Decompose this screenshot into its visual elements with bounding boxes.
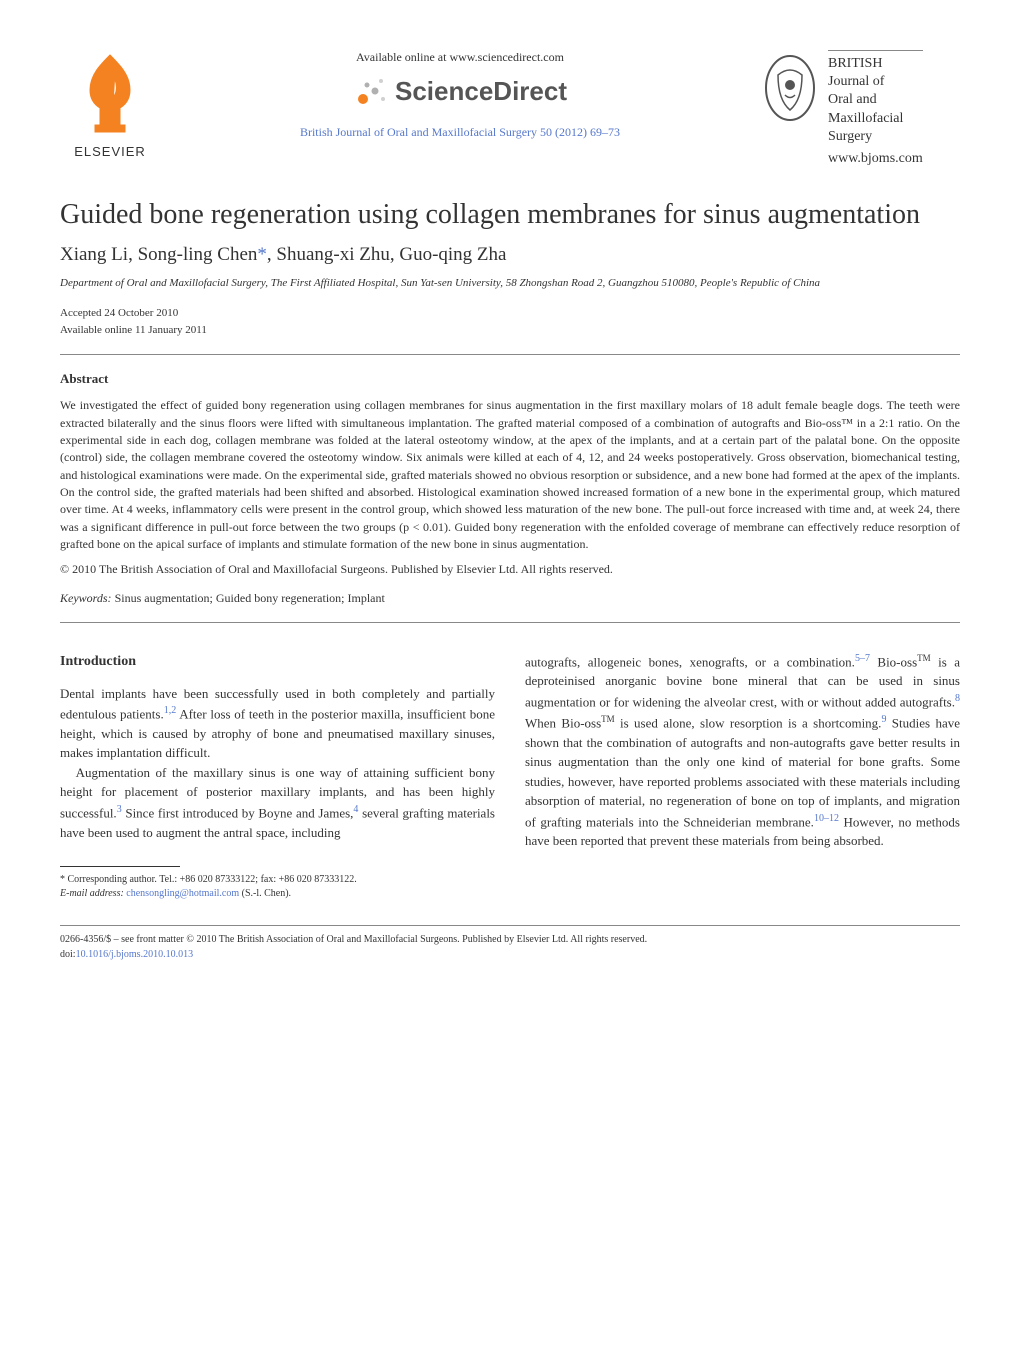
abstract-copyright: © 2010 The British Association of Oral a… [60,562,960,577]
intro-para-continued: autografts, allogeneic bones, xenografts… [525,651,960,851]
header-row: ELSEVIER Available online at www.science… [60,50,960,168]
authors-line: Xiang Li, Song-ling Chen*, Shuang-xi Zhu… [60,244,960,266]
sciencedirect-logo: ScienceDirect [180,73,740,109]
journal-name-line5: Surgery [828,128,923,146]
journal-name-line2: Journal of [828,73,923,91]
elsevier-tree-icon [70,50,150,140]
journal-name-line1: BRITISH [828,55,923,73]
footnote-rule [60,866,180,867]
email-suffix: (S.-l. Chen). [239,888,291,899]
elsevier-logo-block: ELSEVIER [60,50,160,159]
affiliation: Department of Oral and Maxillofacial Sur… [60,276,960,291]
authors-prefix: Xiang Li, Song-ling Chen [60,244,257,265]
corr-email[interactable]: chensongling@hotmail.com [126,888,239,899]
journal-crest-icon [760,50,820,130]
center-header: Available online at www.sciencedirect.co… [160,50,760,140]
ref-10-12[interactable]: 10–12 [814,813,839,824]
available-date: Available online 11 January 2011 [60,322,960,339]
keywords-values: Sinus augmentation; Guided bony regenera… [112,591,385,605]
email-line: E-mail address: chensongling@hotmail.com… [60,887,495,901]
journal-title-box: BRITISH Journal of Oral and Maxillofacia… [828,50,923,168]
journal-name-line4: Maxillofacial [828,110,923,128]
body-columns: Introduction Dental implants have been s… [60,651,960,902]
dates-block: Accepted 24 October 2010 Available onlin… [60,305,960,338]
keywords-line: Keywords: Sinus augmentation; Guided bon… [60,591,960,606]
intro-para1: Dental implants have been successfully u… [60,684,495,763]
footer-block: 0266-4356/$ – see front matter © 2010 Th… [60,932,960,962]
introduction-heading: Introduction [60,651,495,672]
intro-para2: Augmentation of the maxillary sinus is o… [60,763,495,842]
journal-logo-block: BRITISH Journal of Oral and Maxillofacia… [760,50,960,168]
doi-line: doi:10.1016/j.bjoms.2010.10.013 [60,947,960,962]
journal-name-line3: Oral and [828,91,923,109]
keywords-label: Keywords: [60,591,112,605]
journal-citation[interactable]: British Journal of Oral and Maxillofacia… [180,125,740,140]
rule-top [60,354,960,355]
sciencedirect-icon [353,73,389,109]
tm-2: TM [601,714,615,724]
ref-5-7[interactable]: 5–7 [855,653,870,664]
ref-1-2[interactable]: 1,2 [164,705,177,716]
abstract-text: We investigated the effect of guided bon… [60,397,960,554]
available-online-text: Available online at www.sciencedirect.co… [180,50,740,65]
journal-url[interactable]: www.bjoms.com [828,150,923,168]
rule-bottom-abstract [60,622,960,623]
doi-link[interactable]: 10.1016/j.bjoms.2010.10.013 [76,949,194,960]
issn-line: 0266-4356/$ – see front matter © 2010 Th… [60,932,960,947]
corr-author-line: * Corresponding author. Tel.: +86 020 87… [60,873,495,887]
doi-label: doi: [60,949,76,960]
ref-8[interactable]: 8 [955,693,960,704]
right-column: autografts, allogeneic bones, xenografts… [525,651,960,902]
accepted-date: Accepted 24 October 2010 [60,305,960,322]
abstract-heading: Abstract [60,371,960,387]
elsevier-publisher-text: ELSEVIER [74,144,146,159]
authors-suffix: , Shuang-xi Zhu, Guo-qing Zha [267,244,507,265]
corresponding-marker[interactable]: * [257,244,267,265]
footer-rule [60,925,960,926]
left-column: Introduction Dental implants have been s… [60,651,495,902]
corresponding-footnote: * Corresponding author. Tel.: +86 020 87… [60,873,495,901]
sciencedirect-text: ScienceDirect [395,76,567,107]
article-title: Guided bone regeneration using collagen … [60,198,960,232]
email-label: E-mail address: [60,888,126,899]
tm-1: TM [917,653,931,663]
